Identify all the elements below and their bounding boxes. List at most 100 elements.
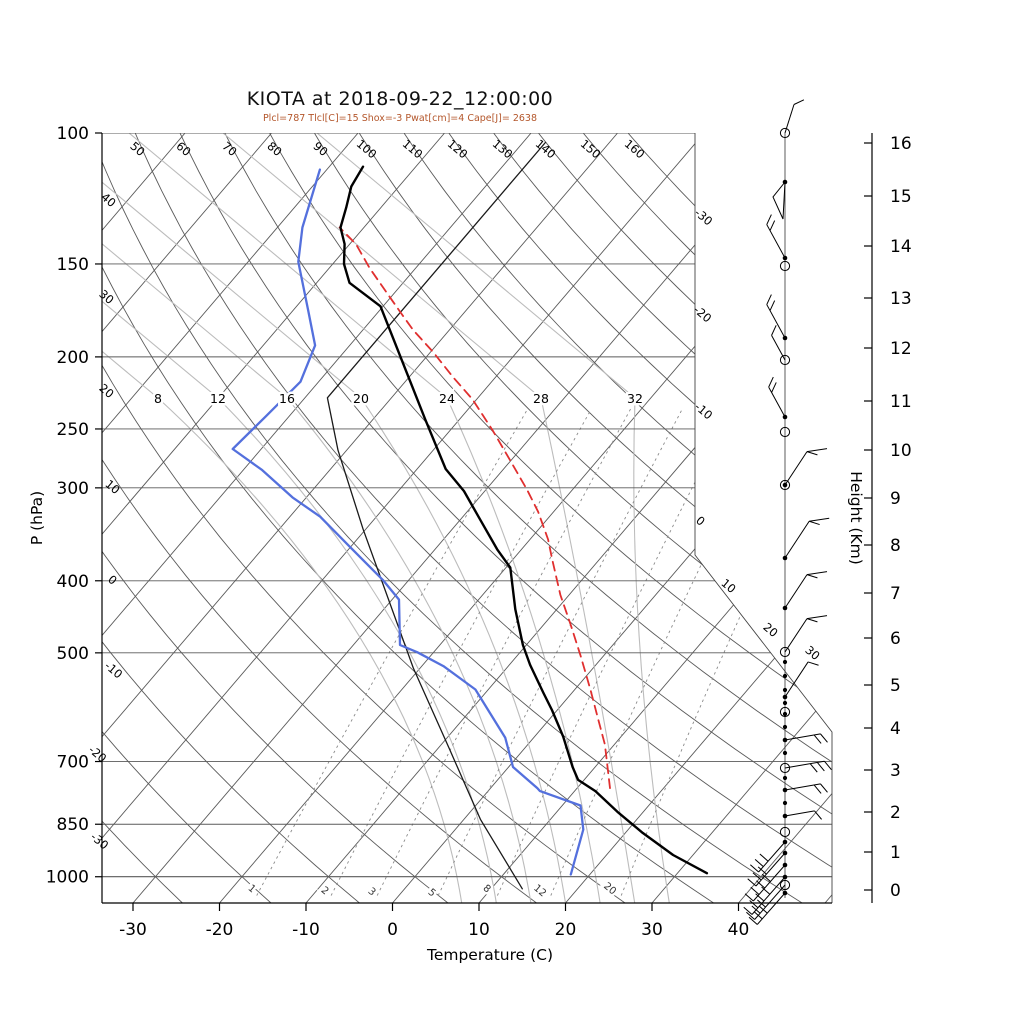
svg-text:20: 20 <box>96 381 116 401</box>
svg-text:8: 8 <box>154 391 162 406</box>
svg-text:20: 20 <box>760 620 780 640</box>
dry-adiabat-lines <box>102 133 832 903</box>
temperature-axis: -30 -20 -10 0 10 20 30 40 Temperature (C) <box>102 902 832 964</box>
pressure-axis: 100 150 200 250 300 400 500 700 850 1000 P (hPa) <box>28 124 103 903</box>
svg-text:7: 7 <box>890 584 901 604</box>
wind-barb <box>782 733 828 744</box>
svg-text:700: 700 <box>57 753 89 773</box>
wind-barb <box>766 214 788 261</box>
isotherm-lines <box>102 133 832 903</box>
temperature-curve <box>339 165 709 875</box>
svg-text:32: 32 <box>627 391 643 406</box>
svg-text:1: 1 <box>890 843 901 863</box>
svg-text:150: 150 <box>57 255 89 275</box>
svg-text:Temperature (C): Temperature (C) <box>426 946 553 964</box>
wind-barb <box>744 862 788 902</box>
svg-text:11: 11 <box>890 392 912 412</box>
svg-text:20: 20 <box>353 391 369 406</box>
wind-barb <box>782 661 819 700</box>
svg-text:0: 0 <box>890 881 901 901</box>
wind-barb <box>771 325 791 366</box>
std-atmosphere-curve <box>326 141 547 890</box>
svg-text:30: 30 <box>802 643 822 663</box>
wind-barb <box>779 426 791 438</box>
svg-text:20: 20 <box>555 920 577 940</box>
grid-boundary <box>694 133 833 903</box>
moist-adiabat-lines <box>102 133 670 903</box>
svg-text:P (hPa): P (hPa) <box>28 491 46 545</box>
svg-text:-30: -30 <box>119 920 147 940</box>
svg-text:15: 15 <box>890 187 912 207</box>
svg-text:9: 9 <box>890 489 901 509</box>
svg-text:-10: -10 <box>292 920 320 940</box>
svg-text:8: 8 <box>890 536 901 556</box>
svg-text:Height (Km): Height (Km) <box>847 471 865 565</box>
wind-barb <box>779 826 791 838</box>
wind-barb <box>782 517 830 561</box>
wind-barb <box>748 890 788 925</box>
wind-barb <box>779 448 828 491</box>
svg-text:13: 13 <box>890 289 912 309</box>
svg-text:5: 5 <box>890 676 901 696</box>
svg-text:500: 500 <box>57 644 89 664</box>
svg-text:3: 3 <box>366 886 378 899</box>
svg-text:-10: -10 <box>102 659 125 682</box>
wind-barb <box>768 376 788 420</box>
wind-barb <box>782 571 828 611</box>
svg-text:-20: -20 <box>691 303 714 326</box>
svg-text:28: 28 <box>533 391 549 406</box>
svg-text:-30: -30 <box>88 830 111 853</box>
moist-adiabat-labels: 8 12 16 20 24 28 32 <box>152 389 646 409</box>
svg-text:6: 6 <box>890 629 901 649</box>
svg-text:20: 20 <box>601 881 618 898</box>
svg-text:3: 3 <box>890 761 901 781</box>
skewt-grid <box>102 133 832 903</box>
parcel-curve <box>338 226 611 789</box>
svg-text:400: 400 <box>57 572 89 592</box>
svg-text:2: 2 <box>890 803 901 823</box>
wind-barb <box>779 99 805 139</box>
svg-text:300: 300 <box>57 479 89 499</box>
svg-text:110: 110 <box>400 137 426 162</box>
svg-text:10: 10 <box>102 477 122 497</box>
svg-text:10: 10 <box>468 920 490 940</box>
svg-text:150: 150 <box>578 137 604 162</box>
svg-text:140: 140 <box>533 137 559 162</box>
svg-text:4: 4 <box>890 719 901 739</box>
svg-text:200: 200 <box>57 348 89 368</box>
grid-line-labels: 50 60 70 80 90 100 110 120 130 140 150 160403020100… <box>86 137 823 902</box>
svg-text:0: 0 <box>693 513 708 528</box>
wind-barb <box>782 810 822 820</box>
wind-barb <box>779 260 791 272</box>
svg-text:30: 30 <box>641 920 663 940</box>
dewpoint-curve <box>231 168 585 876</box>
svg-text:12: 12 <box>531 883 548 900</box>
svg-text:0: 0 <box>105 572 120 587</box>
svg-text:250: 250 <box>57 420 89 440</box>
svg-text:160: 160 <box>622 137 648 162</box>
svg-text:-20: -20 <box>206 920 234 940</box>
svg-text:12: 12 <box>890 339 912 359</box>
svg-text:10: 10 <box>718 576 738 596</box>
svg-text:100: 100 <box>57 124 89 144</box>
svg-text:100: 100 <box>354 137 380 162</box>
svg-text:0: 0 <box>387 920 398 940</box>
wind-barb <box>750 839 788 873</box>
wind-barb-column <box>743 99 832 925</box>
svg-text:14: 14 <box>890 237 912 257</box>
svg-text:12: 12 <box>210 391 226 406</box>
svg-text:50: 50 <box>127 139 147 159</box>
wind-barb <box>747 850 788 887</box>
svg-text:850: 850 <box>57 815 89 835</box>
svg-text:16: 16 <box>890 134 912 154</box>
svg-text:130: 130 <box>490 137 516 162</box>
wind-barb <box>766 294 788 341</box>
svg-text:16: 16 <box>279 391 295 406</box>
wind-barb <box>746 879 791 920</box>
wind-barb <box>779 706 791 718</box>
wind-barb <box>779 760 832 774</box>
svg-text:10: 10 <box>890 441 912 461</box>
